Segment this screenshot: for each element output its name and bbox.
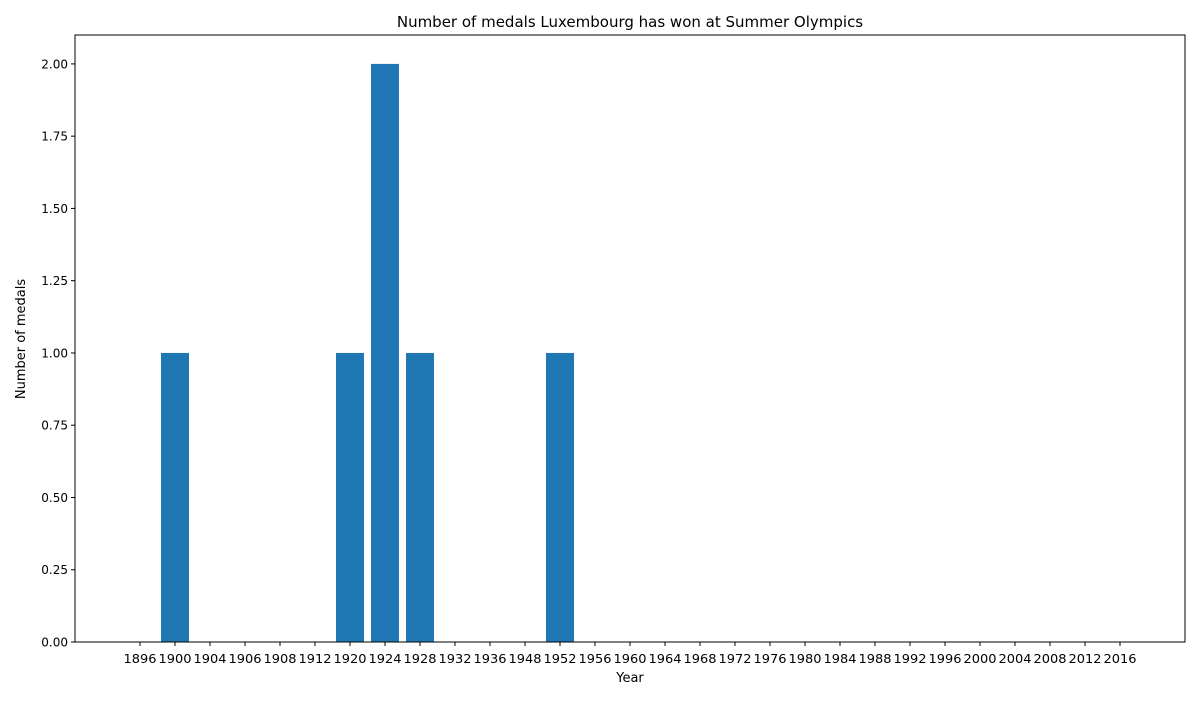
bar-1928 (406, 352, 434, 642)
bar-1920 (336, 352, 364, 642)
x-tick-label: 1906 (229, 652, 262, 666)
x-tick-label: 1964 (649, 652, 682, 666)
x-tick-label: 1960 (614, 652, 647, 666)
y-tick-label: 2.00 (41, 57, 68, 71)
x-axis-label: Year (615, 671, 644, 686)
x-tick-label: 1936 (474, 652, 507, 666)
x-tick-label: 1896 (124, 652, 157, 666)
y-tick-label: 0.75 (41, 419, 68, 433)
x-tick-label: 1948 (509, 652, 542, 666)
y-tick-label: 1.75 (41, 130, 68, 144)
x-tick-label: 1908 (264, 652, 297, 666)
x-tick-label: 1968 (684, 652, 717, 666)
bar-1952 (546, 352, 574, 642)
x-tick-label: 1912 (299, 652, 332, 666)
bars-group (161, 63, 574, 642)
x-tick-label: 2004 (999, 652, 1032, 666)
x-tick-label: 2012 (1069, 652, 1102, 666)
y-tick-label: 1.50 (41, 202, 68, 216)
x-axis: 1896 1900 1904 1906 1908 1912 1920 1924 1928 1932… (124, 642, 1137, 666)
x-tick-label: 1928 (404, 652, 437, 666)
x-tick-label: 1904 (194, 652, 227, 666)
x-tick-label: 1984 (824, 652, 857, 666)
plot-frame (74, 34, 1186, 643)
x-tick-label: 1976 (754, 652, 787, 666)
x-tick-label: 1952 (544, 652, 577, 666)
x-tick-label: 1920 (334, 652, 367, 666)
x-tick-label: 2000 (964, 652, 997, 666)
x-tick-label: 1996 (929, 652, 962, 666)
x-tick-label: 2008 (1034, 652, 1067, 666)
x-tick-label: 1924 (369, 652, 402, 666)
y-tick-label: 0.50 (41, 491, 68, 505)
y-tick-label: 0.25 (41, 563, 68, 577)
x-tick-label: 1972 (719, 652, 752, 666)
x-tick-label: 1956 (579, 652, 612, 666)
chart-title: Number of medals Luxembourg has won at S… (397, 13, 863, 31)
x-tick-label: 1932 (439, 652, 472, 666)
x-tick-label: 2016 (1104, 652, 1137, 666)
x-tick-label: 1980 (789, 652, 822, 666)
y-tick-label: 1.00 (41, 346, 68, 360)
x-tick-label: 1992 (894, 652, 927, 666)
y-tick-label: 1.25 (41, 274, 68, 288)
x-tick-label: 1900 (159, 652, 192, 666)
y-tick-label: 0.00 (41, 636, 68, 650)
y-axis: 0.00 0.25 0.50 0.75 1.00 1.25 1.50 1.75 2.00 (41, 57, 75, 650)
bar-1900 (161, 352, 189, 642)
y-axis-label: Number of medals (14, 279, 29, 400)
x-tick-label: 1988 (859, 652, 892, 666)
bar-1924 (371, 63, 399, 642)
